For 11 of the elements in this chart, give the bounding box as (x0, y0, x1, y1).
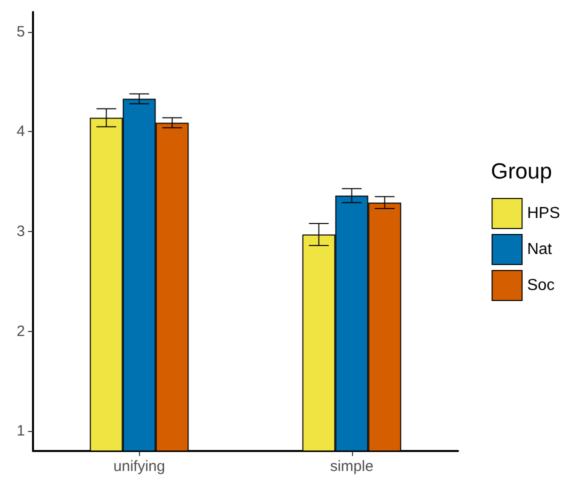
x-tick-label: simple (330, 458, 374, 475)
y-tick-label: 4 (16, 123, 25, 140)
legend-label: Soc (527, 277, 555, 294)
x-tick-label: unifying (113, 458, 166, 475)
y-tick-label: 5 (16, 23, 25, 40)
y-tick-label: 1 (16, 422, 25, 440)
legend-label: Nat (527, 241, 553, 258)
legend-label: HPS (527, 205, 560, 222)
y-tick-label: 3 (16, 223, 25, 240)
y-tick-label: 2 (16, 322, 25, 340)
legend-title: Group (490, 158, 552, 184)
